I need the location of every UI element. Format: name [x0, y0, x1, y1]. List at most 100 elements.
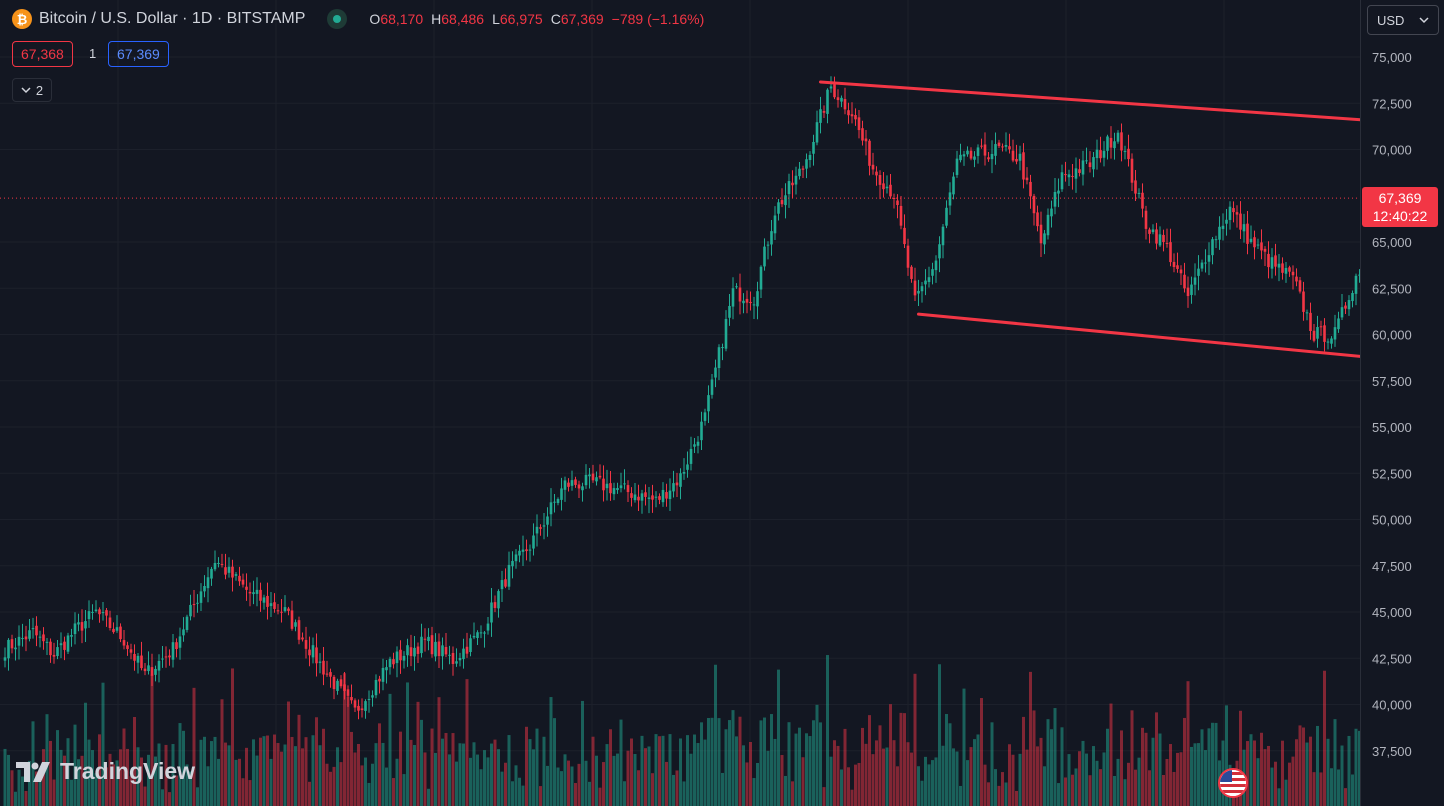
brand-name: TradingView: [60, 758, 196, 784]
volume-bar: [304, 737, 308, 806]
candle-body: [24, 636, 28, 640]
candle-body: [661, 489, 665, 503]
candle-body: [1025, 177, 1029, 181]
volume-bar: [1172, 771, 1176, 806]
candle-body: [38, 636, 42, 638]
volume-bar: [1053, 708, 1057, 806]
candle-body: [626, 485, 630, 493]
candle-body: [878, 175, 882, 185]
volume-bar: [1344, 788, 1347, 806]
currency-label: USD: [1377, 12, 1405, 28]
candle-body: [1130, 158, 1134, 183]
candle-body: [567, 482, 570, 487]
volume-bar: [465, 679, 469, 806]
volume-bar: [882, 748, 885, 806]
volume-bar: [616, 753, 619, 806]
candle-body: [945, 207, 948, 226]
candle-body: [931, 269, 934, 276]
candle-body: [563, 480, 567, 490]
candle-body: [7, 639, 10, 659]
candle-body: [966, 150, 969, 155]
candle-body: [525, 549, 528, 552]
candle-body: [1284, 267, 1288, 274]
candle-body: [696, 441, 700, 446]
volume-bar: [206, 766, 210, 806]
volume-bar: [1214, 722, 1218, 806]
volume-bar: [343, 673, 346, 806]
candle-body: [1228, 206, 1232, 220]
candle-body: [906, 245, 910, 268]
candle-body: [549, 502, 553, 515]
candle-body: [87, 611, 91, 620]
volume-bar: [1347, 735, 1351, 806]
ohlc-low: L66,975: [492, 11, 543, 27]
volume-bar: [861, 727, 864, 806]
currency-select[interactable]: USD: [1367, 5, 1439, 35]
volume-bar: [777, 669, 780, 806]
symbol-title[interactable]: Bitcoin / U.S. Dollar · 1D · BITSTAMP: [39, 10, 306, 27]
candle-body: [822, 111, 826, 113]
volume-bar: [1183, 717, 1186, 806]
candle-body: [1200, 262, 1204, 269]
volume-bar: [507, 735, 511, 806]
volume-bar: [619, 719, 623, 806]
volume-bar: [868, 715, 871, 806]
sell-price-button[interactable]: 67,368: [12, 41, 73, 67]
candle-body: [1046, 214, 1050, 236]
volume-bar: [598, 787, 602, 806]
volume-bar: [1281, 740, 1284, 806]
volume-bar: [1179, 752, 1183, 806]
candle-body: [94, 609, 98, 612]
volume-bar: [875, 740, 878, 806]
candle-body: [875, 171, 878, 176]
candle-body: [1015, 158, 1018, 162]
candle-body: [1158, 234, 1162, 246]
candle-body: [689, 448, 693, 464]
y-tick-label: 70,000: [1372, 143, 1412, 158]
candle-body: [724, 319, 728, 349]
candle-body: [654, 496, 658, 498]
candle-body: [59, 643, 63, 646]
volume-bar: [115, 760, 119, 806]
volume-bar: [1291, 756, 1295, 806]
volume-bar: [364, 757, 367, 806]
trendline[interactable]: [917, 312, 1444, 441]
candle-body: [532, 535, 535, 549]
candle-body: [553, 501, 556, 503]
candle-body: [784, 195, 787, 206]
volume-bar: [483, 750, 486, 806]
candle-body: [35, 625, 38, 636]
volume-bar: [815, 704, 819, 806]
volume-bar: [553, 718, 556, 806]
trendline-channel[interactable]: [819, 80, 1444, 441]
volume-bar: [227, 745, 231, 806]
candle-body: [899, 205, 903, 226]
volume-bar: [696, 743, 700, 806]
volume-bar: [21, 776, 24, 806]
candle-body: [1281, 263, 1284, 273]
candle-body: [679, 473, 682, 487]
buy-price-button[interactable]: 67,369: [108, 41, 169, 67]
candle-body: [203, 586, 206, 592]
volume-bar: [633, 754, 637, 806]
volume-bar: [724, 729, 728, 806]
bitcoin-icon: ₿: [12, 9, 32, 29]
market-status-icon[interactable]: [327, 9, 348, 29]
indicators-toggle-button[interactable]: 2: [12, 78, 52, 102]
volume-bar: [784, 775, 787, 806]
price-axis[interactable]: 75,000 72,500 70,000 65,000 62,500 60,000 57,5…: [1360, 0, 1444, 806]
candle-body: [920, 286, 924, 292]
candle-body: [717, 347, 721, 369]
trendline[interactable]: [819, 80, 1444, 184]
symbol-legend[interactable]: ₿ Bitcoin / U.S. Dollar · 1D · BITSTAMP …: [12, 9, 712, 29]
y-tick-label: 40,000: [1372, 698, 1412, 713]
volume-bar: [756, 762, 759, 806]
candle-body: [192, 604, 196, 606]
volume-bar: [903, 713, 906, 806]
volume-bar: [1165, 759, 1169, 806]
candle-body: [10, 639, 14, 649]
volume-bar: [402, 774, 406, 806]
tradingview-logo[interactable]: TradingView: [16, 758, 195, 785]
us-flag-icon[interactable]: [1218, 768, 1248, 798]
